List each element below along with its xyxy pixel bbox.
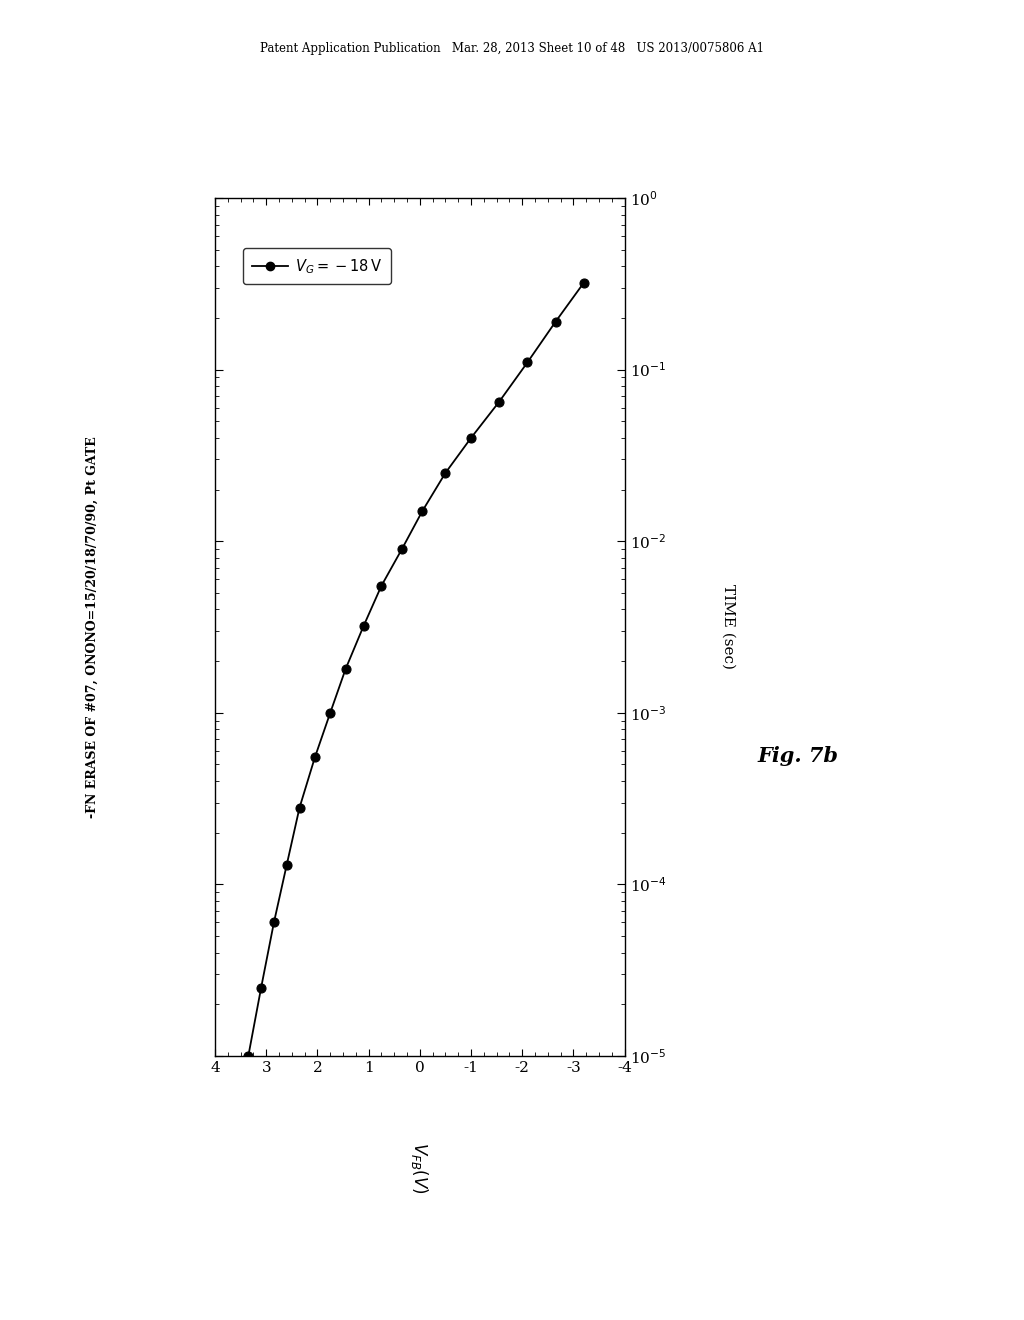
Text: Fig. 7b: Fig. 7b bbox=[758, 746, 839, 766]
Legend: $V_G = -18\,\mathrm{V}$: $V_G = -18\,\mathrm{V}$ bbox=[243, 248, 391, 284]
Text: Patent Application Publication   Mar. 28, 2013 Sheet 10 of 48   US 2013/0075806 : Patent Application Publication Mar. 28, … bbox=[260, 42, 764, 55]
Text: -FN ERASE OF #07, ONONO=15/20/18/70/90, Pt GATE: -FN ERASE OF #07, ONONO=15/20/18/70/90, … bbox=[86, 436, 98, 818]
Y-axis label: TIME (sec): TIME (sec) bbox=[722, 585, 735, 669]
Text: $V_{FB}(V)$: $V_{FB}(V)$ bbox=[410, 1142, 430, 1195]
